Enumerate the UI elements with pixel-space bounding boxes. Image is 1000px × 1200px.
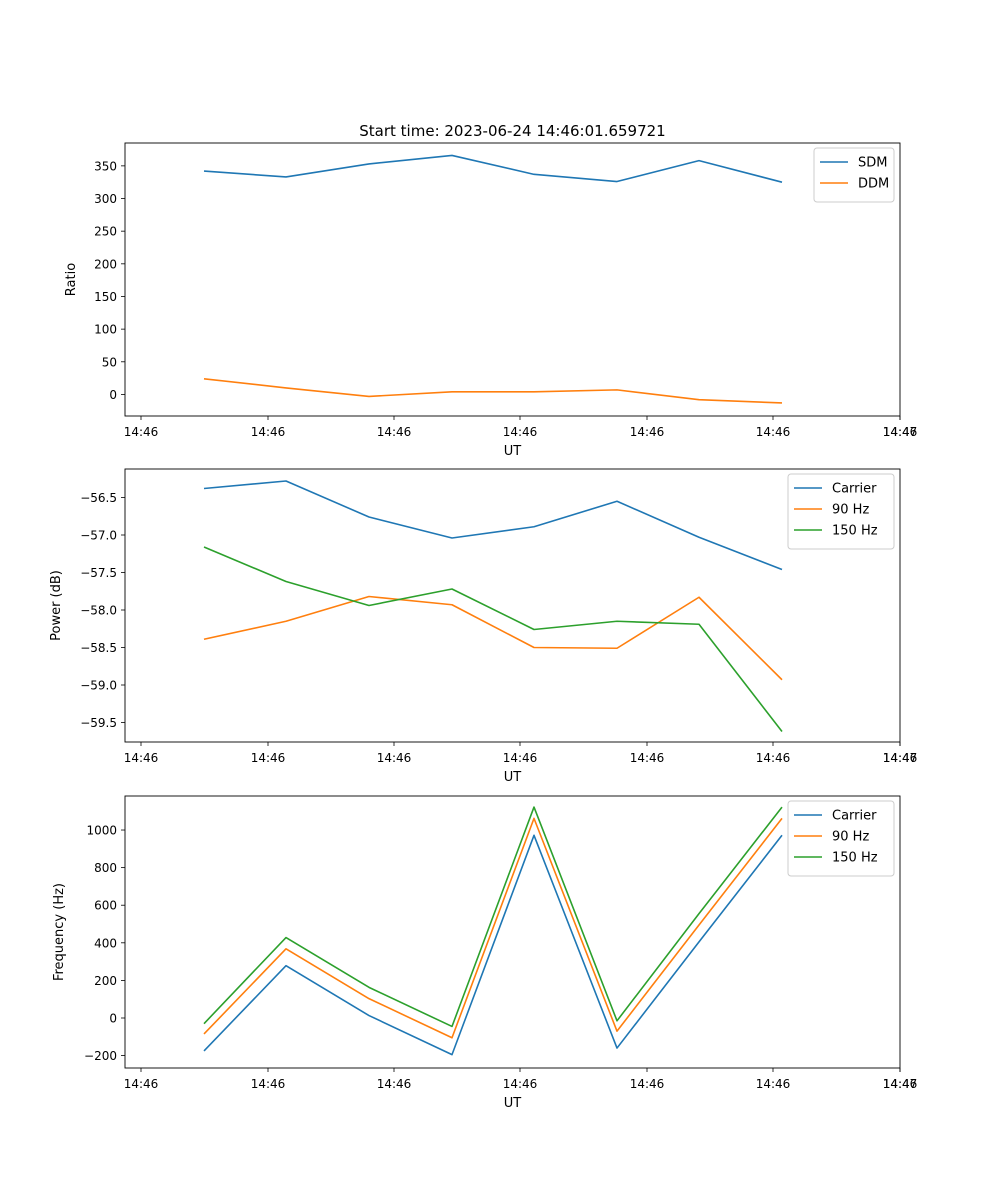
series-line-carrier (203, 480, 783, 571)
y-tick-label: −56.5 (80, 491, 117, 505)
y-tick-label: 50 (102, 355, 117, 369)
x-tick-label: 14:46 (251, 751, 286, 765)
chart-panel-3: 14:46 14:46 14:46 14:46 14:46 14:46 14:4614:47… (52, 795, 918, 1111)
y-tick-label: −59.0 (80, 679, 117, 693)
series-line-150-hz (203, 806, 783, 1028)
x-tick-label: 14:46 (756, 425, 791, 439)
series-line-ddm (203, 377, 783, 404)
y-tick-label: 200 (94, 974, 117, 988)
y-axis-label: Power (dB) (49, 570, 64, 641)
y-tick-label: 0 (109, 1011, 117, 1025)
y-tick-label: −200 (84, 1049, 117, 1063)
y-tick-label: 350 (94, 159, 117, 173)
legend-label: 90 Hz (832, 830, 869, 845)
plot-frame (124, 468, 901, 743)
x-tick-label: 14:46 (124, 1077, 159, 1091)
legend-label: Carrier (832, 809, 877, 824)
legend-label: 150 Hz (832, 524, 878, 539)
plot-frame (124, 795, 901, 1069)
legend-label: DDM (858, 177, 889, 192)
chart-panel-2: 14:46 14:46 14:46 14:46 14:46 14:46 14:4614:47… (49, 468, 918, 785)
x-axis-label: UT (504, 444, 522, 459)
y-tick-label: 100 (94, 323, 117, 337)
y-tick-label: 250 (94, 225, 117, 239)
x-tick-label: 14:46 (883, 425, 918, 439)
x-tick-label: 14:46 (503, 751, 538, 765)
x-tick-label: 14:46 (756, 751, 791, 765)
legend-label: 150 Hz (832, 851, 878, 866)
x-tick-label: 14:46 (883, 751, 918, 765)
x-tick-label: 14:47 (883, 425, 918, 439)
series-line-150-hz (203, 546, 783, 732)
x-tick-label: 14:46 (251, 425, 286, 439)
y-tick-label: 0 (109, 388, 117, 402)
x-tick-label: 14:46 (503, 1077, 538, 1091)
y-tick-label: −59.5 (80, 716, 117, 730)
y-tick-label: 1000 (86, 824, 117, 838)
series-line-90-hz (203, 817, 783, 1039)
y-tick-label: 150 (94, 290, 117, 304)
y-axis-label: Frequency (Hz) (52, 883, 67, 981)
y-tick-label: 200 (94, 257, 117, 271)
x-tick-label: 14:46 (630, 1077, 665, 1091)
chart-panel-1: Start time: 2023-06-24 14:46:01.659721 14… (64, 122, 917, 459)
x-tick-label: 14:46 (251, 1077, 286, 1091)
series-line-carrier (203, 834, 783, 1056)
x-tick-label: 14:46 (377, 425, 412, 439)
x-tick-label: 14:46 (630, 425, 665, 439)
y-tick-label: −57.0 (80, 529, 117, 543)
x-tick-label: 14:46 (124, 425, 159, 439)
x-tick-label: 14:46 (377, 751, 412, 765)
x-axis-label: UT (504, 1096, 522, 1111)
x-tick-label: 14:46 (377, 1077, 412, 1091)
y-tick-label: −58.5 (80, 641, 117, 655)
y-tick-label: 300 (94, 192, 117, 206)
x-tick-label: 14:46 (883, 1077, 918, 1091)
x-tick-label: 14:47 (883, 751, 918, 765)
x-tick-label: 14:46 (124, 751, 159, 765)
series-line-sdm (203, 154, 783, 183)
legend: Carrier 90 Hz 150 Hz (787, 473, 895, 550)
y-tick-label: −58.0 (80, 604, 117, 618)
series-line-90-hz (203, 595, 783, 681)
legend: SDM DDM (813, 147, 895, 203)
x-tick-label: 14:47 (883, 1077, 918, 1091)
legend-label: SDM (858, 156, 887, 171)
x-tick-label: 14:46 (503, 425, 538, 439)
x-tick-label: 14:46 (630, 751, 665, 765)
x-axis-label: UT (504, 770, 522, 785)
legend: Carrier 90 Hz 150 Hz (787, 800, 895, 877)
x-tick-label: 14:46 (756, 1077, 791, 1091)
legend-label: Carrier (832, 482, 877, 497)
y-axis-label: Ratio (64, 263, 79, 296)
y-tick-label: 400 (94, 936, 117, 950)
y-tick-label: 800 (94, 861, 117, 875)
legend-label: 90 Hz (832, 503, 869, 518)
chart-title: Start time: 2023-06-24 14:46:01.659721 (359, 122, 665, 140)
y-tick-label: 600 (94, 899, 117, 913)
plot-frame (124, 142, 901, 417)
y-tick-label: −57.5 (80, 566, 117, 580)
